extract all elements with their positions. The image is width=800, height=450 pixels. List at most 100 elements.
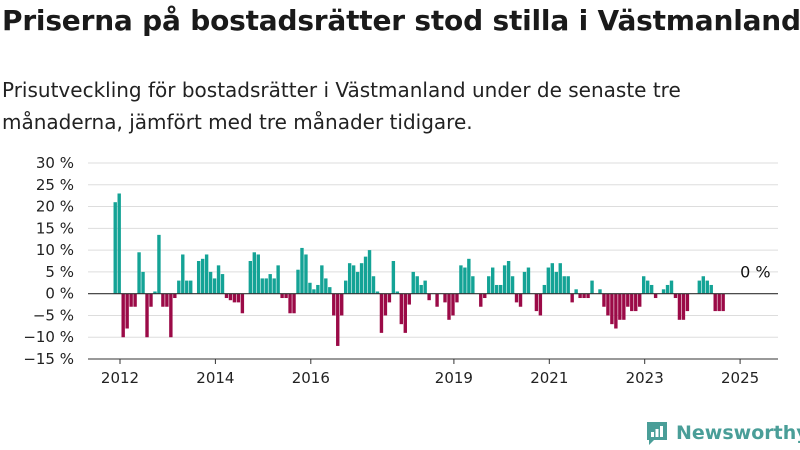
y-tick-label: 25 % (36, 176, 74, 194)
bar (336, 293, 340, 346)
y-tick-label: −10 % (23, 328, 74, 346)
bar (232, 293, 237, 303)
bar (709, 284, 713, 294)
bar (133, 293, 137, 307)
bar (534, 293, 539, 312)
bar (491, 267, 495, 294)
y-tick-label: 30 % (36, 154, 74, 172)
tick-labels: 30 % 25 % 20 % 15 % 10 % 5 % 0 % −5 % −10 % −15 %… (23, 154, 770, 387)
bar (630, 293, 634, 312)
bar (284, 293, 288, 299)
bar (415, 276, 419, 294)
bar (685, 293, 690, 312)
bar (677, 293, 682, 320)
bar (514, 293, 519, 303)
chart-subtitle: Prisutveckling för bostadsrätter i Västm… (2, 78, 681, 134)
bar (248, 261, 253, 294)
bar (280, 293, 284, 299)
bar (510, 276, 515, 294)
bar (721, 293, 725, 312)
x-tick-label: 2012 (101, 369, 139, 387)
bar (705, 280, 709, 294)
bar (479, 293, 483, 307)
bar (554, 271, 558, 294)
bar (586, 293, 590, 299)
bar (602, 293, 606, 307)
bar (141, 271, 145, 294)
bar (256, 254, 260, 294)
bar (161, 293, 165, 307)
bar (570, 293, 574, 303)
y-tick-label: 5 % (45, 263, 74, 281)
bar (252, 252, 256, 294)
bar (320, 265, 324, 294)
y-tick-label: 15 % (36, 219, 74, 237)
bar (296, 269, 300, 294)
bar (204, 254, 209, 294)
bar (403, 293, 407, 333)
bar (149, 293, 153, 307)
bar (641, 276, 646, 294)
bar (610, 293, 614, 325)
bar (276, 265, 280, 294)
bar (578, 293, 582, 299)
bar (673, 293, 678, 299)
y-tick-label: 10 % (36, 241, 74, 259)
bar (117, 193, 121, 294)
bar (681, 293, 686, 320)
bar (447, 293, 451, 320)
bar (665, 284, 670, 294)
bar (459, 265, 463, 294)
bar (634, 293, 638, 312)
bar (208, 271, 213, 294)
bar (550, 263, 555, 294)
x-tick-label: 2021 (530, 369, 568, 387)
bar (308, 282, 312, 294)
bar (626, 293, 630, 307)
bar (606, 293, 610, 316)
bar (506, 261, 511, 294)
newsworthy-brand: Newsworthy (645, 420, 800, 446)
bar (200, 258, 205, 294)
bar (427, 293, 431, 301)
bars (113, 193, 725, 346)
bar (347, 263, 352, 294)
bar (129, 293, 133, 307)
bar (471, 276, 475, 294)
bar-chart: 30 % 25 % 20 % 15 % 10 % 5 % 0 % −5 % −10 % −15 %… (23, 154, 778, 387)
bar (196, 261, 201, 294)
bar (717, 293, 721, 312)
bar (518, 293, 523, 307)
bar (363, 256, 368, 294)
bar (451, 293, 455, 316)
bar (598, 289, 602, 294)
bar (288, 293, 292, 314)
x-tick-label: 2014 (196, 369, 234, 387)
bar (574, 289, 578, 294)
bar (622, 293, 626, 320)
bar (483, 293, 487, 299)
bar (701, 276, 705, 294)
bar (212, 278, 217, 294)
bar (260, 278, 264, 294)
bar (558, 263, 562, 294)
y-tick-label: −15 % (23, 350, 74, 368)
bar (169, 293, 173, 338)
bar (240, 293, 245, 314)
bar (332, 293, 336, 316)
bar (165, 293, 169, 307)
bar (351, 265, 356, 294)
bar (236, 293, 241, 303)
bar (228, 293, 233, 301)
bar (463, 267, 467, 294)
gridlines (88, 162, 778, 360)
bar (443, 293, 447, 303)
bar (304, 254, 308, 294)
bar (487, 276, 491, 294)
bar (566, 276, 570, 294)
bar (121, 293, 125, 338)
bar (173, 293, 177, 299)
bar (522, 271, 527, 294)
bar (367, 250, 372, 294)
bar (113, 202, 117, 294)
